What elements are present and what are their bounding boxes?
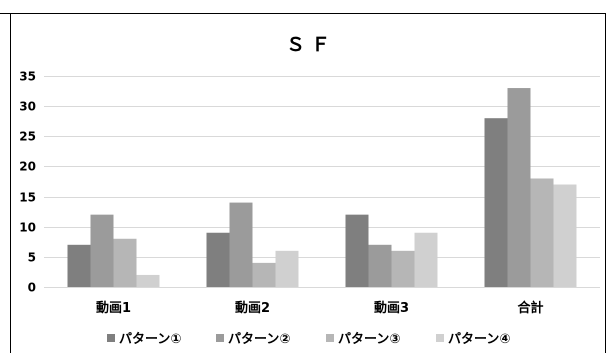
- y-tick-label: 30: [19, 100, 36, 114]
- legend-swatch: [436, 334, 444, 342]
- x-axis-categories: 動画1 動画2 動画3 合計: [96, 300, 544, 316]
- y-tick-label: 10: [19, 221, 36, 235]
- y-axis-ticks: 0 5 10 15 20 25 30 35: [19, 70, 36, 295]
- bars: [67, 88, 577, 287]
- y-tick-label: 0: [28, 281, 36, 295]
- bar-4-3: [414, 232, 438, 287]
- x-category-label: 動画1: [96, 300, 131, 316]
- legend-swatch: [216, 334, 224, 342]
- bar-2-4: [507, 88, 531, 287]
- bar-3-1: [113, 238, 137, 287]
- legend-label: パターン②: [228, 332, 290, 347]
- y-tick-label: 5: [28, 251, 36, 265]
- chart-title: ＳＦ: [286, 34, 336, 56]
- bar-1-2: [206, 232, 230, 287]
- legend-label: パターン③: [338, 332, 400, 347]
- x-category-label: 動画2: [235, 300, 270, 316]
- bar-1-1: [67, 244, 91, 287]
- y-tick-label: 35: [19, 70, 36, 84]
- x-category-label: 動画3: [374, 300, 409, 316]
- x-category-label: 合計: [517, 300, 543, 316]
- legend-swatch: [326, 334, 334, 342]
- legend: パターン① パターン② パターン③ パターン④: [107, 332, 510, 347]
- y-tick-label: 15: [19, 191, 36, 205]
- y-tick-label: 25: [19, 130, 36, 144]
- bar-4-4: [553, 184, 577, 287]
- bar-2-2: [229, 202, 253, 287]
- bar-3-4: [530, 178, 554, 287]
- bar-3-2: [252, 262, 276, 287]
- legend-swatch: [107, 334, 115, 342]
- bar-2-3: [368, 244, 392, 287]
- legend-label: パターン④: [448, 332, 510, 347]
- bar-1-4: [484, 118, 508, 287]
- bar-4-2: [275, 250, 299, 287]
- bar-2-1: [90, 214, 114, 287]
- bar-1-3: [345, 214, 369, 287]
- y-tick-label: 20: [19, 160, 36, 174]
- gridlines: [44, 76, 600, 258]
- bar-3-3: [391, 250, 415, 287]
- legend-label: パターン①: [119, 332, 181, 347]
- bar-4-1: [136, 274, 160, 287]
